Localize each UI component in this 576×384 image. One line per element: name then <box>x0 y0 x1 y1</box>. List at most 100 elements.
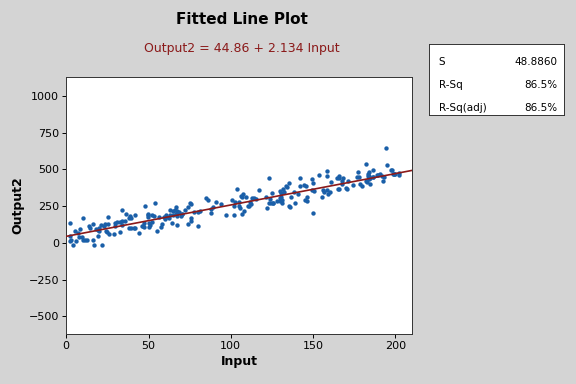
Point <box>89 242 98 248</box>
Point <box>353 169 362 175</box>
Point <box>111 220 120 227</box>
Point <box>337 178 346 184</box>
Point <box>332 175 342 182</box>
Point <box>177 211 186 217</box>
Point <box>147 212 156 218</box>
Point <box>327 179 336 185</box>
Point <box>222 212 231 218</box>
Point <box>374 171 383 177</box>
Point <box>262 194 271 200</box>
Point <box>195 207 204 214</box>
Point <box>145 224 154 230</box>
Point <box>143 211 152 217</box>
Point <box>363 171 373 177</box>
Point <box>78 215 88 221</box>
Point <box>335 186 344 192</box>
Point <box>201 195 210 202</box>
Point <box>234 203 243 209</box>
Point <box>334 175 343 181</box>
Point <box>187 215 196 222</box>
Point <box>178 211 187 217</box>
Point <box>348 182 358 188</box>
Point <box>164 215 173 221</box>
Point <box>323 187 332 193</box>
Point <box>157 224 166 230</box>
Point <box>143 212 153 218</box>
Point <box>145 222 154 228</box>
Point <box>245 199 255 205</box>
Point <box>184 221 193 227</box>
Point <box>203 197 213 203</box>
Point <box>77 234 86 240</box>
Point <box>394 170 403 176</box>
Point <box>264 200 273 206</box>
Point <box>325 189 334 195</box>
Point <box>158 221 167 227</box>
Text: Fitted Line Plot: Fitted Line Plot <box>176 12 308 26</box>
Point <box>254 187 263 193</box>
Point <box>239 191 248 197</box>
Point <box>272 198 282 204</box>
Point <box>110 223 119 229</box>
Point <box>248 195 257 202</box>
Point <box>389 171 398 177</box>
Point <box>369 174 378 180</box>
Point <box>154 214 164 220</box>
Point <box>335 173 344 179</box>
Point <box>186 218 195 224</box>
Text: 48.8860: 48.8860 <box>515 57 558 67</box>
Point <box>83 237 92 243</box>
Point <box>70 228 79 234</box>
Point <box>285 180 294 186</box>
Point <box>69 242 78 248</box>
Point <box>100 222 109 228</box>
Point <box>138 223 147 229</box>
Point <box>207 210 216 216</box>
Point <box>268 200 277 206</box>
Point <box>363 179 372 185</box>
Point <box>135 230 144 237</box>
Text: Output2 = 44.86 + 2.134 Input: Output2 = 44.86 + 2.134 Input <box>144 42 340 55</box>
Point <box>102 229 111 235</box>
Point <box>295 182 305 189</box>
Point <box>175 209 184 215</box>
Point <box>284 203 293 209</box>
Point <box>100 223 109 229</box>
Point <box>235 205 244 212</box>
Point <box>277 197 286 203</box>
Point <box>289 189 298 195</box>
Point <box>161 215 170 222</box>
Point <box>363 173 372 179</box>
Point <box>386 166 396 172</box>
Point <box>152 227 161 233</box>
Point <box>368 174 377 180</box>
Point <box>96 222 105 228</box>
Point <box>303 198 312 204</box>
Point <box>308 210 317 216</box>
Point <box>74 230 83 236</box>
Point <box>118 218 127 225</box>
Point <box>293 191 302 197</box>
Point <box>244 204 253 210</box>
Point <box>66 237 75 243</box>
Point <box>101 228 111 234</box>
Point <box>169 212 178 218</box>
X-axis label: Input: Input <box>221 355 257 368</box>
Point <box>301 182 310 189</box>
Point <box>170 207 179 213</box>
Point <box>93 233 103 239</box>
Point <box>65 220 74 226</box>
Point <box>286 194 295 200</box>
Point <box>380 174 389 180</box>
Point <box>282 184 291 190</box>
Point <box>180 207 190 213</box>
Point <box>267 200 276 206</box>
Point <box>66 233 75 239</box>
Point <box>161 212 170 218</box>
Point <box>361 178 370 184</box>
Point <box>97 242 107 248</box>
Point <box>122 211 131 217</box>
Point <box>275 188 285 194</box>
Point <box>390 170 399 177</box>
Point <box>126 215 135 221</box>
